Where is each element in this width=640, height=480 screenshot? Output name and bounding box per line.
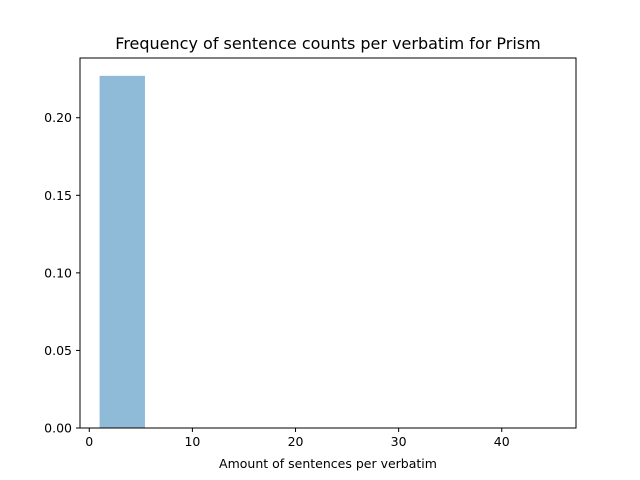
x-tick-label: 30 [391,434,407,449]
y-axis-ticks: 0.00 0.05 0.10 0.15 0.20 [44,110,80,436]
y-tick-label: 0.20 [44,110,72,125]
y-tick-label: 0.10 [44,265,72,280]
x-tick-label: 10 [184,434,200,449]
y-tick-label: 0.15 [44,188,72,203]
chart-title: Frequency of sentence counts per verbati… [115,34,540,53]
x-axis-ticks: 0 10 20 30 40 [85,428,510,449]
plot-frame [79,57,577,429]
y-tick-label: 0.00 [44,421,72,436]
bars-group [99,75,145,428]
x-tick-label: 0 [85,434,93,449]
x-axis-label: Amount of sentences per verbatim [219,456,437,471]
x-tick-label: 20 [288,434,304,449]
y-tick-label: 0.05 [44,343,72,358]
histogram-bar-0 [99,75,145,428]
x-tick-label: 40 [494,434,510,449]
